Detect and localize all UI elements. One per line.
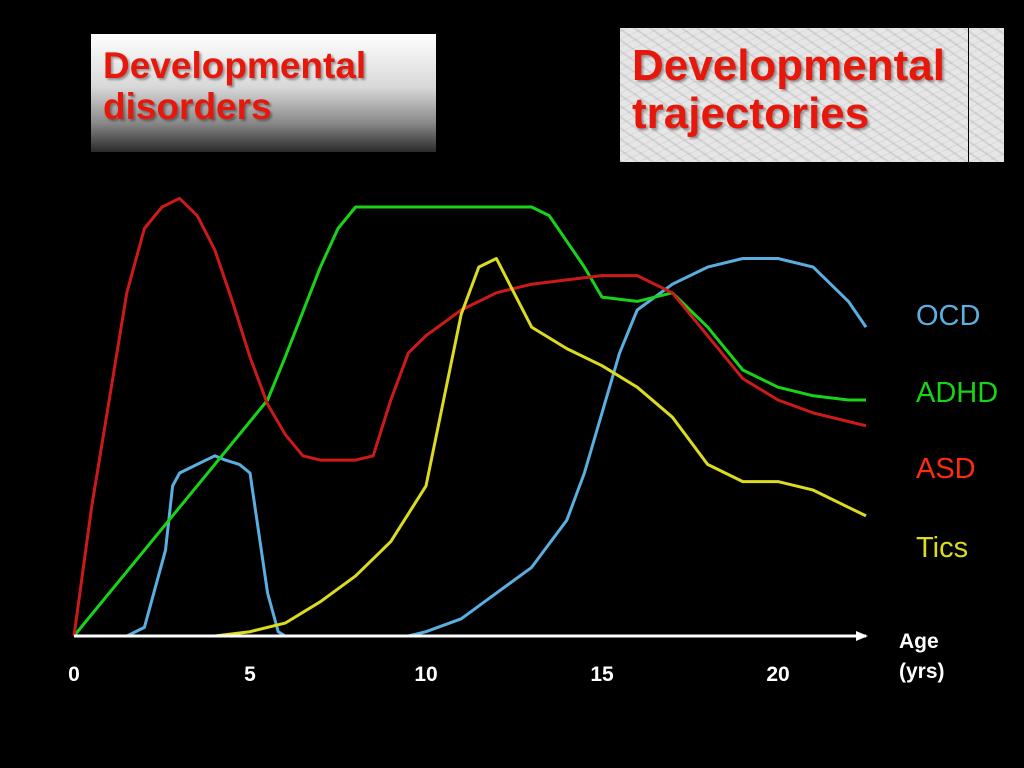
legend-item-ocd: OCD (916, 300, 980, 332)
x-axis-label-line-2: (yrs) (899, 660, 945, 683)
legend-item-adhd: ADHD (916, 377, 998, 409)
series-layer (72, 196, 868, 638)
tick-labels: 0 5 10 15 20 (68, 663, 790, 686)
title-box-left: Developmental disorders (91, 34, 436, 152)
legend-item-tics: Tics (916, 532, 968, 564)
x-tick-label: 0 (68, 663, 80, 686)
legend-item-asd: ASD (916, 453, 976, 485)
title-right-line-1: Developmental (632, 41, 945, 90)
x-tick-label: 15 (590, 663, 614, 686)
series-line-adhd (72, 205, 866, 637)
title-left-line-1: Developmental (103, 45, 367, 86)
title-right-line-2: trajectories (632, 89, 870, 139)
title-right-divider (968, 28, 969, 162)
x-tick-label: 20 (766, 663, 789, 686)
title-left-line-2: disorders (103, 85, 272, 127)
x-tick-label: 10 (414, 663, 437, 686)
legend: OCD ADHD ASD Tics (916, 300, 998, 564)
x-tick-label: 5 (244, 663, 256, 686)
x-axis-label-line-1: Age (899, 630, 939, 653)
title-box-right: Developmental trajectories (620, 28, 1004, 162)
series-line-ocd (74, 257, 868, 638)
series-line-tics (74, 257, 867, 638)
series-line-asd (72, 196, 867, 637)
